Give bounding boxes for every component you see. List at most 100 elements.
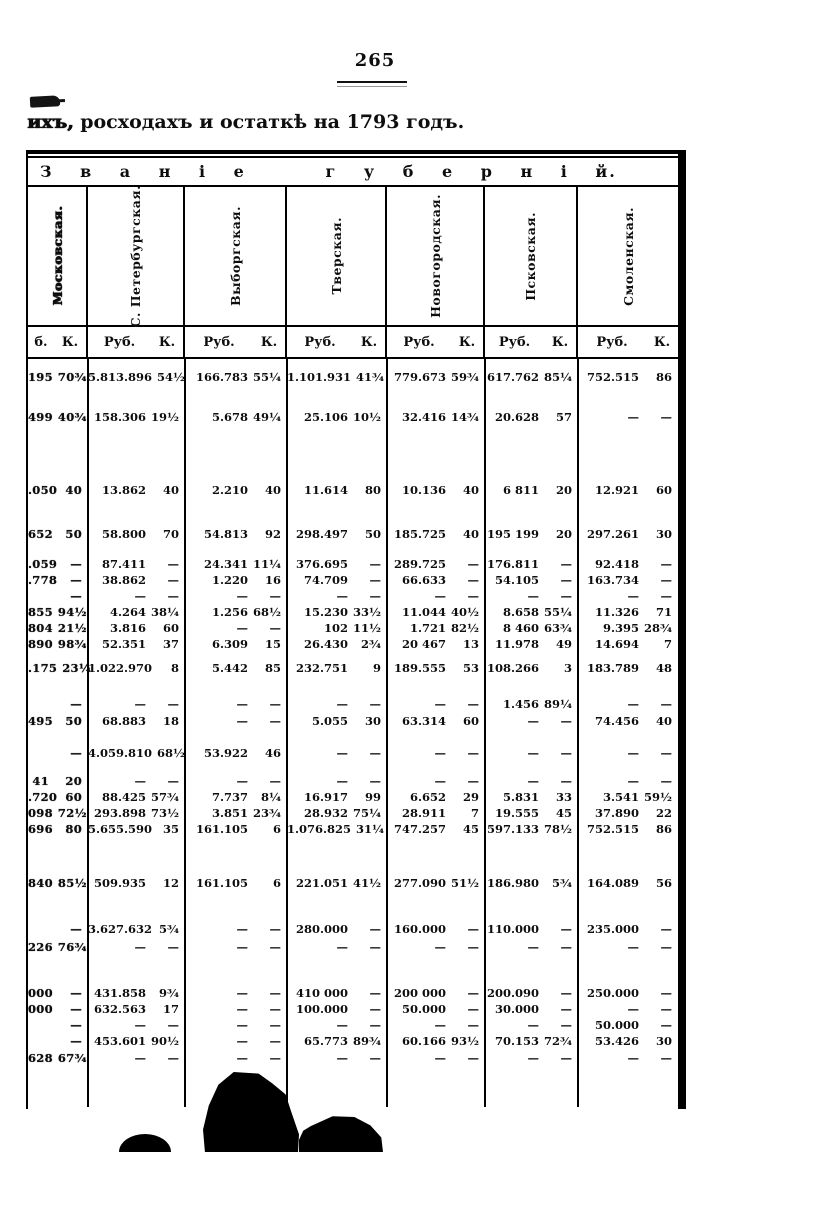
table-cell: — — bbox=[387, 1050, 485, 1066]
table-row: 000—431.858 9¾ — —410 000—200 000—200.090—2… bbox=[28, 985, 678, 1001]
rubles-value: 24.341 bbox=[203, 557, 248, 571]
table-cell: — — bbox=[88, 588, 185, 604]
kopecks-value: — bbox=[560, 1018, 573, 1032]
table-cell: 100.000 — bbox=[287, 1001, 387, 1017]
table-row: —4.059.810 68½ 53.922 46— — — — — — — — bbox=[28, 745, 678, 761]
kopecks-value: — bbox=[467, 589, 480, 603]
kopecks-value: — bbox=[269, 589, 282, 603]
rubles-value: 60.166 bbox=[401, 1034, 446, 1048]
kopecks-value: 15 bbox=[264, 637, 281, 651]
rubles-value: 195 199 bbox=[486, 527, 539, 541]
kopecks-value: 41½ bbox=[353, 876, 381, 890]
kopecks-value: 8¼ bbox=[261, 790, 281, 804]
table-cell: 509.935 12 bbox=[88, 875, 185, 891]
table-cell: — bbox=[28, 1033, 88, 1049]
kopecks-value: 29 bbox=[462, 790, 479, 804]
kopecks-value: — bbox=[560, 986, 573, 1000]
table-cell: 5.055 30 bbox=[287, 713, 387, 729]
kopecks-value: 23¾ bbox=[253, 806, 281, 820]
page-number-rule-thin bbox=[337, 86, 407, 87]
table-cell: .059 — bbox=[28, 556, 88, 572]
table-cell: — — bbox=[578, 1050, 678, 1066]
table-cell: 431.858 9¾ bbox=[88, 985, 185, 1001]
kopecks-value: — bbox=[560, 1051, 573, 1065]
table-cell: 696 80 bbox=[28, 821, 88, 837]
rubles-value: — bbox=[336, 746, 349, 760]
units-cell: Руб. К. bbox=[485, 327, 578, 357]
rubles-value: 195 bbox=[28, 370, 53, 384]
table-cell: 2.210 40 bbox=[185, 482, 287, 498]
kopecks-value: — bbox=[70, 922, 82, 936]
table-cell: — — bbox=[287, 1050, 387, 1066]
table-cell: 19.555 45 bbox=[485, 805, 578, 821]
rubles-value: 158.306 bbox=[93, 410, 146, 424]
rubles-value: 11.978 bbox=[494, 637, 539, 651]
kopecks-value: — bbox=[167, 573, 180, 587]
rubles-value: 410 000 bbox=[295, 986, 348, 1000]
table-cell: 6.309 15 bbox=[185, 636, 287, 652]
column-header-cell: Псковская. bbox=[485, 187, 578, 325]
rubles-value: 8 460 bbox=[502, 621, 539, 635]
kopecks-value: 71 bbox=[655, 605, 672, 619]
column-rule bbox=[386, 359, 388, 1107]
table-cell: — — bbox=[88, 1050, 185, 1066]
table-cell: 50.000 — bbox=[387, 1001, 485, 1017]
table-cell: 232.751 9 bbox=[287, 660, 387, 676]
kopecks-value: — bbox=[660, 1002, 673, 1016]
kopecks-value: — bbox=[369, 940, 382, 954]
rubles-value: 50.000 bbox=[594, 1018, 639, 1032]
kopecks-value: 59¾ bbox=[451, 370, 479, 384]
table-cell: — — bbox=[88, 1017, 185, 1033]
rubles-value: 200 000 bbox=[393, 986, 446, 1000]
rubles-value: 32.416 bbox=[401, 410, 446, 424]
table-cell: 53.922 46 bbox=[185, 745, 287, 761]
rubles-value: 250.000 bbox=[586, 986, 639, 1000]
kopecks-value: 30 bbox=[655, 527, 672, 541]
kopecks-value: — bbox=[560, 1002, 573, 1016]
kopecks-value: — bbox=[269, 1018, 282, 1032]
rubles-value: 11.044 bbox=[401, 605, 446, 619]
table-cell: 250.000 — bbox=[578, 985, 678, 1001]
table-row: 855 94½ 4.264 38¼ 1.256 68½ 15.230 33½ 11.044 40½… bbox=[28, 604, 678, 620]
kopecks-label: К. bbox=[260, 334, 278, 350]
table-cell: — — bbox=[287, 1017, 387, 1033]
kopecks-value: 60 bbox=[162, 621, 179, 635]
table-cell: — — bbox=[185, 620, 287, 636]
table-cell: 158.306 19½ bbox=[88, 409, 185, 425]
kopecks-value: 11¼ bbox=[253, 557, 281, 571]
kopecks-value: 59½ bbox=[644, 790, 672, 804]
table-row: 195 70¾ 5.813.896 54½ 166.783 55¼ 1.101.931 41¾… bbox=[28, 369, 678, 385]
kopecks-value: 40 bbox=[462, 483, 479, 497]
rubles-value: 6 811 bbox=[502, 483, 539, 497]
rubles-value: 163.734 bbox=[586, 573, 639, 587]
kopecks-value: — bbox=[660, 697, 673, 711]
kopecks-value: 40¾ bbox=[57, 410, 87, 424]
table-cell: — — bbox=[578, 745, 678, 761]
kopecks-value: 50 bbox=[364, 527, 381, 541]
rubles-value: — bbox=[336, 697, 349, 711]
table-cell: 5.813.896 54½ bbox=[88, 369, 185, 385]
table-cell: — — bbox=[387, 939, 485, 955]
column-rule bbox=[577, 359, 579, 1107]
ink-blot-medium bbox=[299, 1116, 383, 1152]
table-cell: 5.442 85 bbox=[185, 660, 287, 676]
rubles-value: 6.309 bbox=[211, 637, 248, 651]
table-cell: 13.862 40 bbox=[88, 482, 185, 498]
table-cell: 195 70¾ bbox=[28, 369, 88, 385]
table-cell: 3.627.632 5¾ bbox=[88, 921, 185, 937]
rubles-value: 752.515 bbox=[586, 822, 639, 836]
kopecks-value: 60 bbox=[655, 483, 672, 497]
table-cell: 164.089 56 bbox=[578, 875, 678, 891]
rubles-value: — bbox=[434, 774, 447, 788]
table-cell: 453.601 90½ bbox=[88, 1033, 185, 1049]
rubles-value: 453.601 bbox=[93, 1034, 146, 1048]
table-cell: 102 11½ bbox=[287, 620, 387, 636]
table-cell: 632.563 17 bbox=[88, 1001, 185, 1017]
rubles-value: 5.655.590 bbox=[88, 822, 153, 836]
rubles-value: 100.000 bbox=[295, 1002, 348, 1016]
kopecks-value: — bbox=[369, 697, 382, 711]
kopecks-value: — bbox=[70, 1034, 82, 1048]
rubles-value: 1.456 bbox=[502, 697, 539, 711]
rubles-label: Руб. bbox=[498, 334, 531, 350]
